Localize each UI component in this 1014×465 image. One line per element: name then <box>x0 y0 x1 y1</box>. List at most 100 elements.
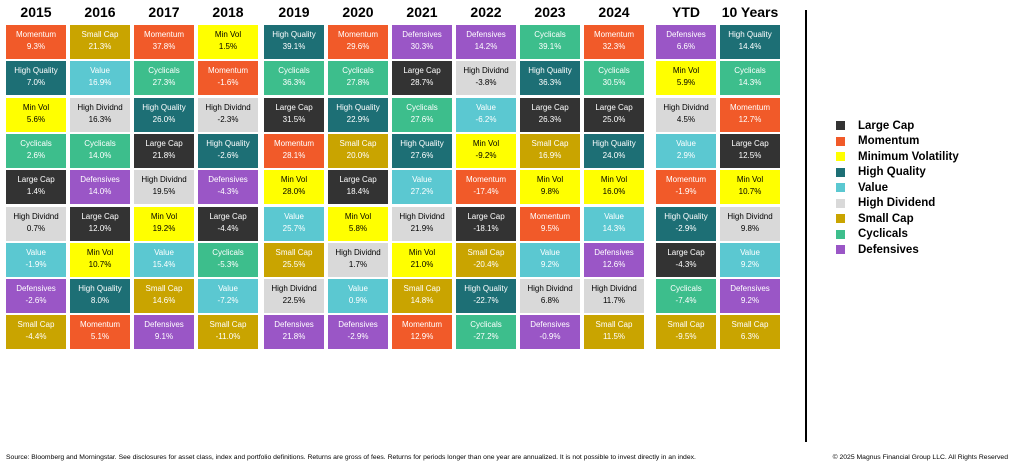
legend-item: High Dividend <box>836 196 959 212</box>
return-cell: High Dividnd 6.8% <box>520 279 580 314</box>
cell-return-value: 12.6% <box>602 259 626 269</box>
cell-return-value: -7.2% <box>217 296 239 306</box>
cell-return-value: 21.0% <box>410 259 434 269</box>
cell-return-value: 16.9% <box>88 78 112 88</box>
cell-category-label: Defensives <box>402 30 442 39</box>
legend-swatch <box>836 167 845 177</box>
return-cell: Defensives -2.9% <box>328 315 388 350</box>
cell-return-value: 39.1% <box>538 42 562 51</box>
return-cell: Large Cap -4.4% <box>198 206 258 241</box>
cell-category-label: Momentum <box>337 30 378 39</box>
cell-category-label: Value <box>218 284 238 294</box>
legend-swatch <box>836 136 845 146</box>
cell-return-value: 12.9% <box>410 332 434 342</box>
cell-category-label: Momentum <box>79 320 120 330</box>
legend-item: Value <box>836 180 959 196</box>
return-cell: Min Vol 10.7% <box>720 170 780 205</box>
legend-label: Momentum <box>858 135 920 148</box>
cell-category-label: Small Cap <box>467 247 505 257</box>
cell-return-value: 37.8% <box>152 42 176 51</box>
return-cell: Large Cap 26.3% <box>520 97 580 132</box>
cell-return-value: 1.4% <box>26 187 46 197</box>
cell-return-value: 12.5% <box>738 150 762 160</box>
return-cell: Defensives -2.6% <box>6 279 66 314</box>
return-cell: Min Vol -9.2% <box>456 133 516 168</box>
column-header: 2019 <box>278 4 310 20</box>
return-cell: High Dividnd 11.7% <box>584 279 644 314</box>
cell-category-label: Value <box>676 138 696 148</box>
return-cell: High Quality 36.3% <box>520 61 580 96</box>
cell-category-label: Small Cap <box>731 320 769 330</box>
cell-return-value: 12.7% <box>738 114 762 124</box>
return-cell: Cyclicals 27.3% <box>134 61 194 96</box>
cell-return-value: 14.3% <box>602 223 626 233</box>
cell-category-label: High Quality <box>272 30 316 39</box>
cell-return-value: 25.0% <box>602 114 626 124</box>
return-cell: Large Cap 31.5% <box>264 97 324 132</box>
cell-return-value: 31.5% <box>282 114 306 124</box>
cell-category-label: Large Cap <box>17 175 55 185</box>
return-cell: Momentum 5.1% <box>70 315 130 350</box>
return-cell: Cyclicals 27.6% <box>392 97 452 132</box>
cell-category-label: Value <box>540 247 560 257</box>
return-cell: Small Cap 20.0% <box>328 133 388 168</box>
cell-category-label: Defensives <box>466 30 506 39</box>
cell-category-label: High Quality <box>206 138 250 148</box>
cell-category-label: High Dividnd <box>141 175 187 185</box>
cell-return-value: 9.2% <box>740 259 760 269</box>
cell-category-label: Min Vol <box>86 247 114 257</box>
return-cell: High Dividnd 21.9% <box>392 206 452 241</box>
return-cell: Value 9.2% <box>720 242 780 277</box>
column-header: 2022 <box>470 4 502 20</box>
cell-category-label: Value <box>412 175 432 185</box>
return-cell: Small Cap 25.5% <box>264 242 324 277</box>
column-header: 10 Years <box>721 4 779 20</box>
cell-category-label: Small Cap <box>667 320 705 330</box>
cell-category-label: Small Cap <box>17 320 55 330</box>
return-cell: High Dividnd 22.5% <box>264 279 324 314</box>
cell-category-label: Value <box>284 211 304 221</box>
cell-category-label: Momentum <box>273 138 314 148</box>
cell-category-label: Defensives <box>530 320 570 330</box>
legend-swatch <box>836 183 845 193</box>
cell-category-label: High Quality <box>592 138 636 148</box>
return-cell: High Quality -22.7% <box>456 279 516 314</box>
cell-return-value: 6.8% <box>540 296 560 306</box>
cell-category-label: Small Cap <box>209 320 247 330</box>
cell-category-label: High Quality <box>142 102 186 112</box>
return-cell: High Quality -2.9% <box>656 206 716 241</box>
column-header: 2017 <box>148 4 180 20</box>
cell-category-label: Min Vol <box>536 175 564 185</box>
legend-swatch <box>836 152 845 162</box>
cell-category-label: Min Vol <box>280 175 308 185</box>
legend-label: Value <box>858 181 889 194</box>
return-cell: Value 15.4% <box>134 242 194 277</box>
cell-return-value: 21.9% <box>410 223 434 233</box>
cell-return-value: 36.3% <box>282 78 306 88</box>
cell-category-label: Cyclicals <box>20 138 52 148</box>
return-cell: Defensives 6.6% <box>656 25 716 59</box>
return-cell: Small Cap -9.5% <box>656 315 716 350</box>
cell-return-value: 25.7% <box>282 223 306 233</box>
cell-category-label: Large Cap <box>81 211 119 221</box>
cell-return-value: 12.0% <box>88 223 112 233</box>
legend-swatch <box>836 245 845 255</box>
cell-category-label: High Quality <box>14 66 58 76</box>
cell-return-value: 9.8% <box>740 223 760 233</box>
cell-return-value: 21.3% <box>88 42 112 51</box>
legend-item: High Quality <box>836 165 959 181</box>
return-cell: Momentum -17.4% <box>456 170 516 205</box>
cell-category-label: Value <box>604 211 624 221</box>
cell-return-value: -3.8% <box>475 78 497 88</box>
return-cell: Momentum 32.3% <box>584 25 644 59</box>
cell-return-value: 9.3% <box>26 42 46 51</box>
return-cell: Value -1.9% <box>6 242 66 277</box>
cell-return-value: 29.6% <box>346 42 370 51</box>
return-cell: High Quality 26.0% <box>134 97 194 132</box>
cell-category-label: Cyclicals <box>342 66 374 76</box>
cell-category-label: Large Cap <box>531 102 569 112</box>
column-header: 2016 <box>84 4 116 20</box>
return-cell: Min Vol 5.8% <box>328 206 388 241</box>
cell-category-label: Small Cap <box>81 30 119 39</box>
column-header: 2024 <box>598 4 630 20</box>
